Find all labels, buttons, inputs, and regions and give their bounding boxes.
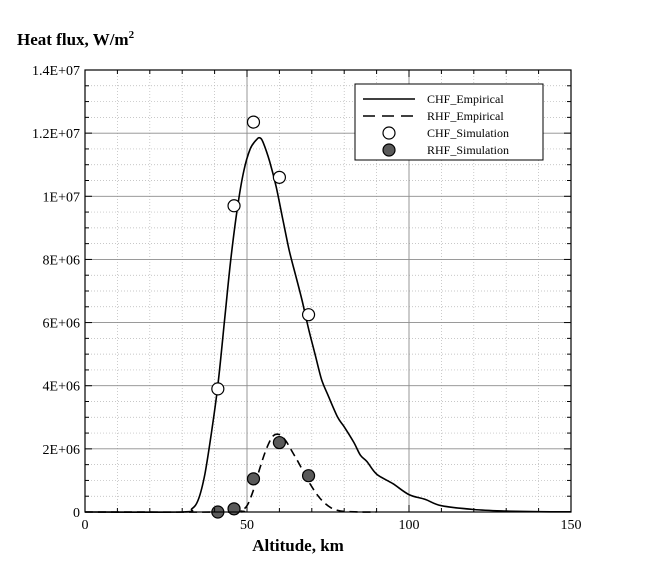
x-tick-label: 50 — [240, 518, 254, 533]
y-tick-label: 2E+06 — [43, 443, 80, 458]
y-axis-title-superscript: 2 — [129, 29, 135, 41]
markers-layer — [211, 115, 316, 519]
series-layer — [84, 136, 572, 514]
legend-items: CHF_Empirical RHF_Empirical CHF_Simulation… — [363, 92, 509, 157]
legend-label-chf-simulation: CHF_Simulation — [427, 126, 509, 140]
y-tick-label: 4E+06 — [43, 380, 80, 395]
data-point-chf-simulation — [211, 382, 225, 396]
y-tick-label: 1E+07 — [43, 190, 80, 205]
x-tick-label: 100 — [399, 518, 420, 533]
legend-label-rhf-empirical: RHF_Empirical — [427, 109, 504, 123]
data-point-chf-simulation — [272, 170, 286, 184]
legend-swatch-chf-simulation — [382, 126, 396, 140]
y-tick-label: 0 — [73, 506, 80, 521]
x-axis-title: Altitude, km — [252, 536, 344, 555]
y-tick-label: 1.4E+07 — [32, 64, 80, 79]
data-point-rhf-simulation — [272, 435, 286, 450]
y-tick-label: 8E+06 — [43, 253, 80, 268]
ticks-layer — [84, 69, 572, 513]
x-tick-label: 0 — [82, 518, 89, 533]
data-point-rhf-simulation — [301, 469, 316, 483]
y-tick-labels: 0 2E+06 4E+06 6E+06 8E+06 1E+07 1.2E+07 1.4E+07 — [32, 64, 80, 521]
data-point-chf-simulation — [301, 308, 316, 322]
series-line-chf-empirical — [84, 136, 572, 514]
legend-label-chf-empirical: CHF_Empirical — [427, 92, 504, 106]
data-point-rhf-simulation — [227, 502, 241, 516]
legend: CHF_Empirical RHF_Empirical CHF_Simulation… — [354, 83, 544, 161]
legend-swatch-rhf-simulation — [382, 143, 396, 157]
data-point-chf-simulation — [246, 115, 261, 129]
y-tick-label: 6E+06 — [43, 317, 80, 332]
x-tick-label: 150 — [561, 518, 582, 533]
legend-label-rhf-simulation: RHF_Simulation — [427, 143, 509, 157]
data-point-chf-simulation — [227, 199, 241, 213]
x-tick-labels: 0 50 100 150 — [82, 518, 582, 533]
y-axis-title-text: Heat flux, W/m — [17, 30, 129, 49]
data-point-rhf-simulation — [246, 472, 261, 486]
series-line-rhf-empirical — [84, 433, 377, 513]
y-tick-label: 1.2E+07 — [32, 127, 80, 142]
minor-grid — [85, 70, 571, 512]
y-axis-title: Heat flux, W/m2 — [17, 29, 135, 49]
